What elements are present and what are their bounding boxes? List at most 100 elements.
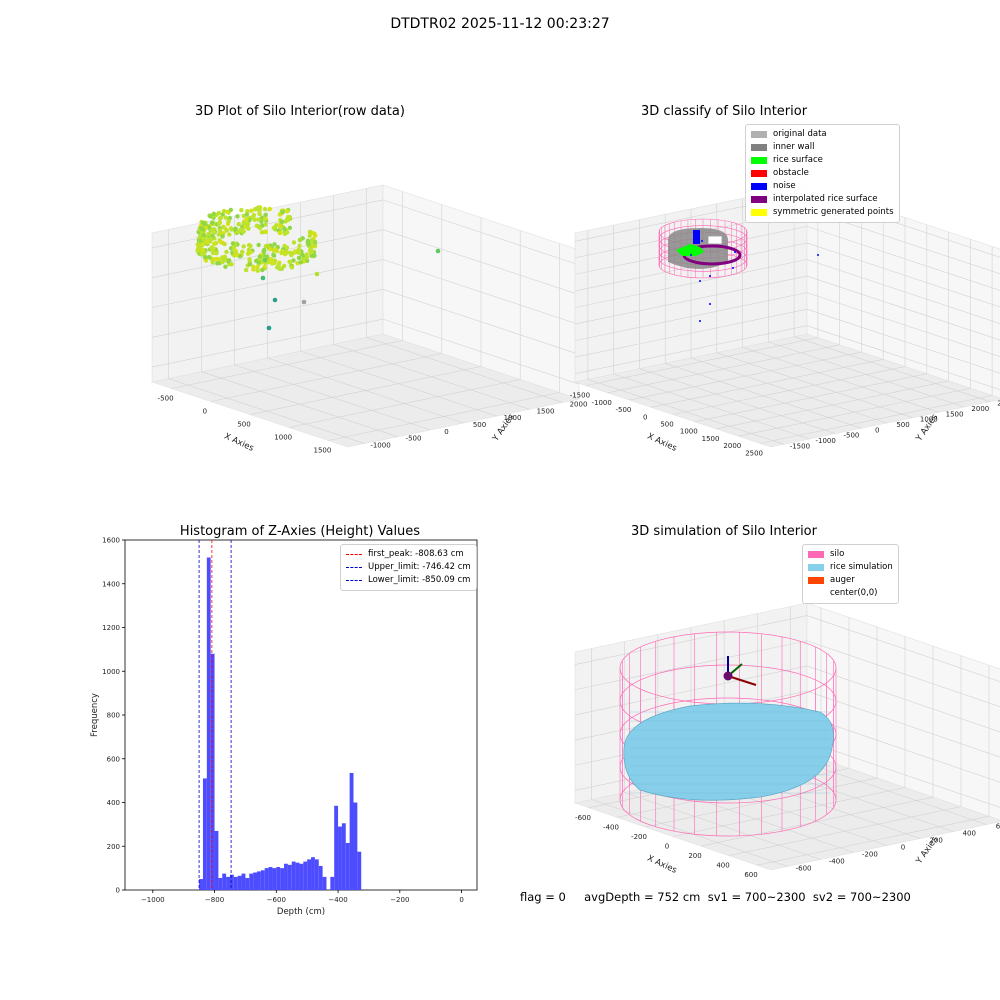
grid-z — [806, 308, 1000, 374]
row-data-point — [284, 245, 290, 250]
row-data-point — [220, 234, 225, 239]
row-data-point — [221, 208, 227, 214]
histogram-bar — [291, 861, 296, 890]
row-data-point — [236, 229, 241, 234]
grid-z — [806, 226, 1000, 291]
y-tick-label: -400 — [829, 858, 845, 866]
legend-item-center: center(0,0) — [830, 588, 878, 598]
row-data-point — [228, 226, 234, 231]
x-tick-label: -1000 — [591, 399, 611, 407]
grid-z — [806, 690, 1000, 758]
row-data-point — [245, 221, 251, 226]
row-data-point — [210, 260, 215, 265]
grid-z — [382, 259, 580, 325]
row-data-point — [225, 209, 230, 215]
legend-item-upper-limit: Upper_limit: -746.42 cm — [346, 561, 471, 574]
y-axis-label: Frequency — [90, 693, 100, 737]
row-data-point — [291, 258, 296, 263]
x-tick-label: 1000 — [274, 434, 292, 442]
y-tick-label: 0 — [901, 844, 905, 852]
x-tick-label: 500 — [237, 421, 250, 429]
y-tick-label: 600 — [996, 823, 1000, 831]
grid-z-left — [151, 229, 384, 278]
x-tick-label: 1500 — [702, 435, 720, 443]
grid-z — [806, 275, 1000, 341]
x-tick-label: −600 — [267, 896, 286, 904]
row-data-point — [201, 236, 206, 241]
row-data-point — [256, 242, 261, 248]
status-footer: flag = 0 avgDepth = 752 cm sv1 = 700~230… — [520, 890, 911, 904]
grid-z-left — [574, 275, 808, 325]
x-axis-label: X Axies — [223, 432, 256, 455]
x-tick-label: -200 — [631, 833, 647, 841]
x-tick-label: -500 — [615, 406, 631, 414]
row-data-point — [297, 243, 302, 248]
row-data-point — [203, 255, 208, 260]
histogram-bar — [253, 872, 257, 890]
grid-y — [201, 371, 398, 437]
row-data-point — [276, 262, 282, 268]
row-data-point — [259, 215, 265, 220]
row-data-point — [283, 219, 288, 224]
row-data-point — [212, 241, 217, 247]
row-data-point — [280, 210, 285, 215]
grid-y — [716, 352, 913, 418]
row-data-point — [312, 239, 318, 245]
row-data-point — [272, 242, 277, 247]
legend-item-obstacle: obstacle — [751, 167, 894, 180]
row-data-point — [279, 219, 285, 225]
histogram-bar — [357, 851, 362, 890]
x-tick-label: 1000 — [680, 428, 698, 436]
row-data-point — [210, 250, 216, 256]
histogram-bar — [322, 876, 327, 890]
grid-z-left — [151, 318, 384, 368]
histogram-bar — [338, 826, 342, 890]
row-data-point — [234, 252, 239, 257]
row-data-point — [308, 250, 313, 255]
row-data-point — [301, 299, 307, 305]
row-data-point — [297, 237, 303, 243]
panel2-legend: original data inner wall rice surface ob… — [745, 124, 900, 223]
row-data-point — [309, 253, 314, 258]
grid-y — [768, 341, 965, 408]
histogram-bar — [284, 863, 288, 890]
auger-shaft — [727, 675, 757, 686]
grid-z — [806, 259, 1000, 324]
row-data-point — [272, 247, 277, 252]
grid-z — [806, 325, 1000, 391]
histogram-bar — [268, 867, 273, 890]
grid-z — [806, 741, 1000, 808]
row-data-point — [207, 255, 212, 260]
histogram-bar — [345, 842, 350, 890]
row-data-point — [248, 250, 253, 255]
row-data-point — [208, 214, 213, 219]
row-data-point — [257, 225, 263, 231]
grid-z — [382, 289, 580, 355]
grid-y — [624, 792, 821, 860]
center-marker — [723, 671, 733, 681]
noise-point — [817, 254, 819, 256]
row-data-point — [218, 215, 224, 221]
row-data-point — [287, 259, 293, 265]
row-data-point — [263, 229, 269, 234]
row-data-point — [231, 245, 237, 250]
y-tick-label: 400 — [963, 830, 976, 838]
grid-z — [806, 292, 1000, 357]
row-data-point — [227, 258, 232, 263]
panel1-axes: -500 0 500 1000 1500 -1000 -500 0 500 1000 1500 200… — [150, 184, 622, 455]
noise-point — [690, 254, 692, 256]
histogram-bar — [318, 865, 323, 890]
y-tick-label: -600 — [796, 865, 812, 873]
grid-y — [613, 373, 810, 440]
y-tick-label: 0 — [116, 887, 120, 895]
y-tick-label: 500 — [896, 421, 909, 429]
histogram-bar — [334, 805, 339, 890]
y-tick-label: -500 — [843, 432, 859, 440]
y-tick-label: 1500 — [946, 410, 964, 418]
y-tick-label: 500 — [473, 421, 486, 429]
row-data-point — [263, 216, 268, 222]
row-data-point — [197, 244, 202, 249]
row-data-point — [267, 206, 272, 212]
grid-z — [806, 715, 1000, 783]
